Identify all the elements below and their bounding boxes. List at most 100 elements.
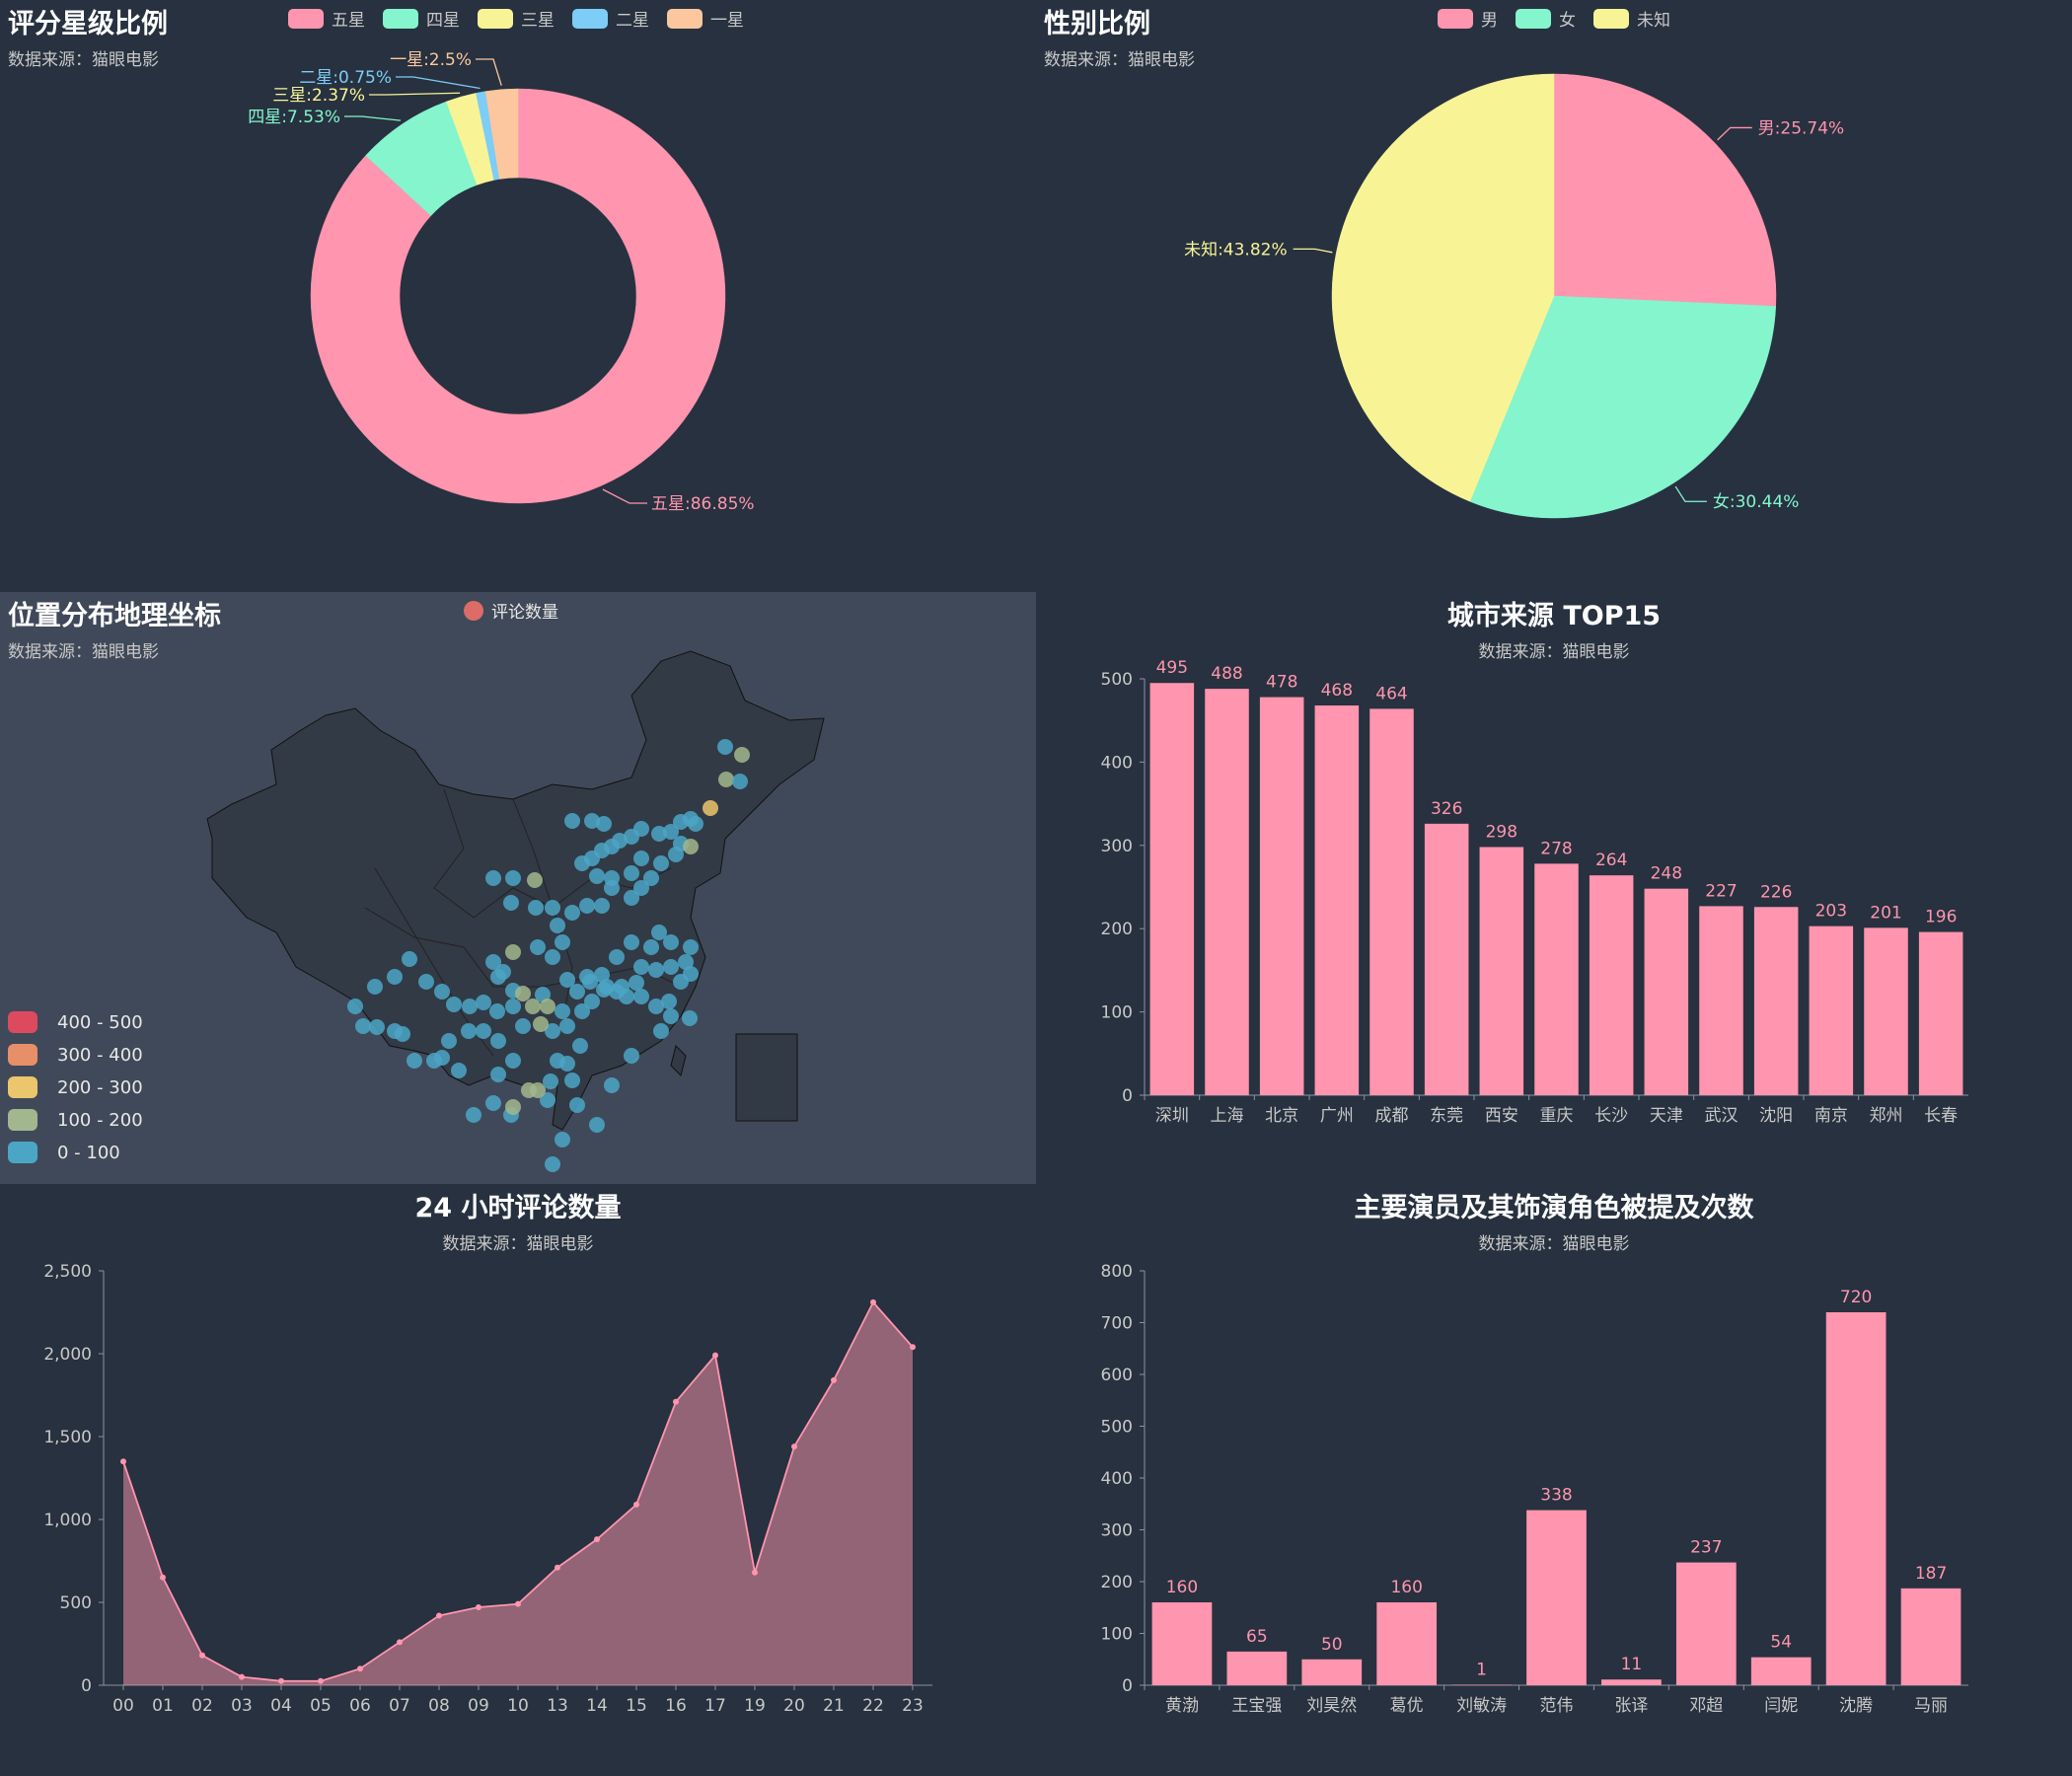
map-point — [648, 962, 664, 978]
rating-label-line — [602, 488, 647, 504]
gender-panel: 性别比例 数据来源：猫眼电影 男 女 未知 男:25.74% 女:30.44% 未知:4… — [1036, 0, 2072, 592]
map-point — [402, 951, 417, 967]
hourly-subtitle: 数据来源：猫眼电影 — [442, 1234, 594, 1254]
cities-value-label: 196 — [1925, 908, 1957, 927]
hourly-y-tick-label: 2,000 — [43, 1345, 92, 1365]
gender-title: 性别比例 — [1044, 9, 1150, 39]
gender-slice-label: 女:30.44% — [1713, 492, 1800, 512]
map-point — [604, 880, 620, 896]
rating-legend-item[interactable]: 三星 — [478, 6, 555, 31]
hourly-point — [712, 1352, 718, 1359]
map-range-item[interactable]: 200 - 300 — [8, 1076, 143, 1098]
map-point — [530, 939, 546, 955]
cities-value-label: 464 — [1375, 684, 1407, 703]
rating-legend-item[interactable]: 四星 — [383, 6, 460, 31]
map-point — [629, 975, 644, 991]
map-point — [582, 974, 598, 990]
map-point — [651, 925, 667, 940]
hourly-point — [199, 1652, 205, 1659]
cities-bar — [1314, 705, 1360, 1095]
map-point — [594, 967, 610, 983]
hourly-point — [752, 1569, 758, 1576]
map-point — [545, 1023, 560, 1039]
hourly-y-tick-label: 2,500 — [43, 1262, 92, 1282]
map-range-swatch — [8, 1076, 37, 1098]
map-point — [505, 1099, 521, 1115]
map-range-legend[interactable]: 400 - 500 300 - 400 200 - 300 100 - 200 0 - … — [8, 1011, 143, 1163]
cities-y-tick-label: 200 — [1101, 920, 1133, 939]
gender-legend-swatch — [1438, 8, 1473, 29]
map-point — [596, 816, 612, 832]
cities-y-tick-label: 300 — [1101, 837, 1133, 856]
hourly-point — [239, 1673, 245, 1680]
gender-legend-item[interactable]: 男 — [1438, 6, 1498, 31]
cities-value-label: 298 — [1486, 822, 1517, 842]
actors-bar — [1376, 1602, 1438, 1685]
map-point — [732, 774, 748, 789]
hourly-point — [555, 1564, 560, 1571]
rating-slice-label: 五星:86.85% — [651, 494, 755, 514]
cities-title: 城市来源 TOP15 — [1446, 601, 1662, 631]
map-range-item[interactable]: 100 - 200 — [8, 1109, 143, 1131]
map-point — [446, 997, 462, 1012]
actors-bar — [1750, 1657, 1812, 1685]
cities-value-label: 488 — [1211, 664, 1242, 684]
map-point — [668, 847, 684, 862]
map-range-item[interactable]: 0 - 100 — [8, 1142, 143, 1163]
hourly-y-tick-label: 0 — [81, 1676, 92, 1696]
map-range-item[interactable]: 400 - 500 — [8, 1011, 143, 1033]
hourly-y-tick-label: 500 — [60, 1593, 92, 1613]
map-point — [624, 865, 639, 881]
actors-value-label: 160 — [1390, 1578, 1422, 1597]
map-point — [633, 959, 649, 975]
actors-x-tick-label: 沈腾 — [1839, 1696, 1873, 1716]
hourly-x-tick-label: 08 — [428, 1696, 450, 1716]
rating-slice-label: 四星:7.53% — [248, 108, 340, 127]
rating-legend[interactable]: 五星 四星 三星 二星 一星 — [288, 6, 744, 31]
hourly-x-tick-label: 17 — [704, 1696, 726, 1716]
hourly-point — [910, 1344, 916, 1351]
map-point — [545, 1156, 560, 1172]
map-point — [515, 986, 531, 1001]
map-range-item[interactable]: 300 - 400 — [8, 1044, 143, 1066]
map-point — [505, 944, 521, 960]
rating-legend-label: 二星 — [616, 11, 649, 31]
actors-value-label: 160 — [1166, 1578, 1198, 1597]
rating-legend-item[interactable]: 一星 — [667, 6, 744, 31]
map-point — [589, 1117, 605, 1133]
gender-legend[interactable]: 男 女 未知 — [1438, 6, 1670, 31]
hourly-x-tick-label: 19 — [744, 1696, 766, 1716]
gender-slice — [1469, 295, 1777, 519]
map-point — [678, 954, 694, 970]
map-point — [505, 870, 521, 886]
actors-value-label: 338 — [1540, 1486, 1572, 1506]
cities-x-tick-label: 武汉 — [1705, 1106, 1739, 1126]
map-series-legend[interactable]: 评论数量 — [464, 598, 558, 623]
rating-legend-label: 三星 — [521, 11, 555, 31]
map-point — [434, 984, 450, 999]
rating-legend-item[interactable]: 二星 — [572, 6, 649, 31]
cities-bar — [1369, 708, 1414, 1095]
cities-value-label: 278 — [1540, 839, 1572, 858]
rating-legend-item[interactable]: 五星 — [288, 6, 365, 31]
gender-legend-item[interactable]: 女 — [1516, 6, 1576, 31]
gender-legend-swatch — [1516, 8, 1551, 29]
map-point — [515, 1018, 531, 1034]
map-point — [367, 979, 383, 995]
map-point — [624, 890, 639, 906]
cities-x-tick-label: 广州 — [1320, 1106, 1354, 1126]
gender-pie-chart: 男:25.74% 女:30.44% 未知:43.82% — [1184, 73, 1845, 519]
actors-bar — [1601, 1679, 1662, 1685]
map-point — [624, 1048, 639, 1064]
cities-value-label: 227 — [1705, 881, 1737, 901]
cities-bar — [1589, 875, 1634, 1095]
gender-legend-item[interactable]: 未知 — [1593, 6, 1670, 31]
map-legend-item[interactable]: 评论数量 — [464, 598, 558, 623]
map-range-label: 400 - 500 — [57, 1011, 143, 1033]
cities-value-label: 248 — [1651, 864, 1682, 884]
gender-slice-label: 男:25.74% — [1758, 118, 1845, 138]
hourly-x-tick-label: 10 — [507, 1696, 529, 1716]
hourly-x-tick-label: 15 — [626, 1696, 647, 1716]
map-point — [653, 855, 669, 871]
cities-bar — [1149, 683, 1195, 1095]
